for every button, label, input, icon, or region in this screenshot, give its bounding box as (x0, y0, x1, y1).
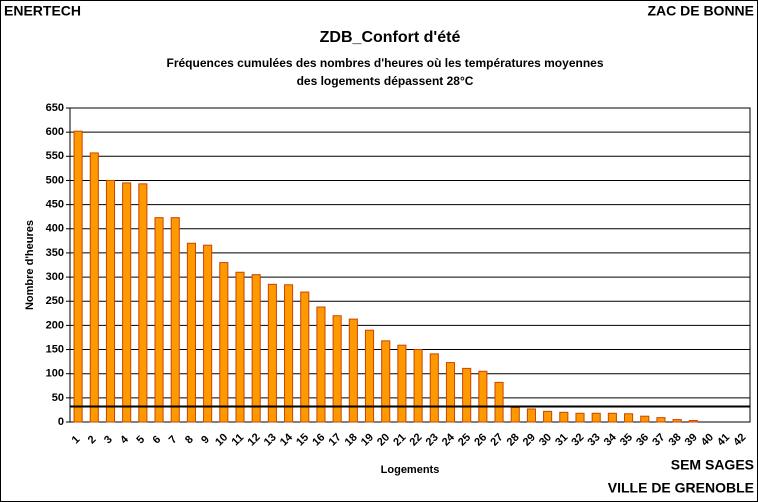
bar (203, 244, 213, 423)
bar (494, 381, 504, 423)
y-tick-label: 650 (46, 102, 64, 114)
y-tick-label: 50 (52, 392, 64, 404)
bar (591, 412, 601, 423)
bar (429, 353, 439, 423)
footer: VILLE DE GRENOBLE (608, 480, 754, 496)
bar (510, 407, 520, 423)
x-axis-label: Logements (381, 464, 440, 476)
bar (186, 242, 196, 423)
plot-area (69, 107, 751, 423)
bar (105, 179, 116, 423)
bar (607, 412, 617, 423)
y-tick-label: 350 (46, 247, 64, 259)
chart-title: ZDB_Confort d'été (320, 29, 461, 46)
bar (672, 419, 682, 423)
chart-subtitle: des logements dépassent 28°C (297, 74, 474, 88)
bar (413, 349, 423, 423)
header-right: ZAC DE BONNE (647, 3, 754, 19)
bar (526, 408, 536, 423)
bar (445, 362, 456, 423)
bar (332, 315, 342, 423)
y-tick-label: 100 (46, 368, 64, 380)
y-tick-label: 200 (46, 319, 64, 331)
y-tick-label: 450 (46, 199, 64, 211)
bar (559, 411, 569, 423)
y-tick-label: 500 (46, 174, 64, 186)
bar (640, 415, 650, 423)
bar (624, 413, 634, 423)
bar (397, 344, 407, 423)
y-tick-label: 550 (46, 150, 64, 162)
bar (316, 306, 326, 423)
bar (267, 283, 277, 423)
bar (89, 152, 99, 423)
bar (300, 291, 310, 423)
bar (478, 370, 488, 423)
bar (154, 217, 164, 423)
y-tick-label: 400 (46, 223, 64, 235)
y-tick-label: 300 (46, 271, 64, 283)
bar (251, 274, 261, 423)
y-tick-label: 150 (46, 343, 64, 355)
header-left: ENERTECH (4, 3, 81, 19)
bar (575, 412, 585, 423)
bar (688, 420, 698, 423)
bar (381, 340, 391, 423)
bar (348, 318, 358, 423)
y-tick-label: 250 (46, 295, 64, 307)
chart-subtitle: Fréquences cumulées des nombres d'heures… (166, 56, 603, 70)
bar (170, 217, 180, 423)
bar (219, 262, 229, 423)
bar (235, 271, 245, 423)
y-tick-label: 600 (46, 126, 64, 138)
bar (138, 183, 148, 423)
bar (364, 329, 375, 423)
bar (73, 130, 83, 423)
bar (122, 182, 132, 423)
y-tick-label: 0 (58, 416, 64, 428)
bar (462, 367, 472, 423)
bar (543, 410, 553, 423)
y-axis-label: Nombre d'heures (24, 220, 36, 310)
bar (284, 284, 294, 423)
footer: SEM SAGES (671, 457, 754, 473)
bar (656, 417, 666, 423)
